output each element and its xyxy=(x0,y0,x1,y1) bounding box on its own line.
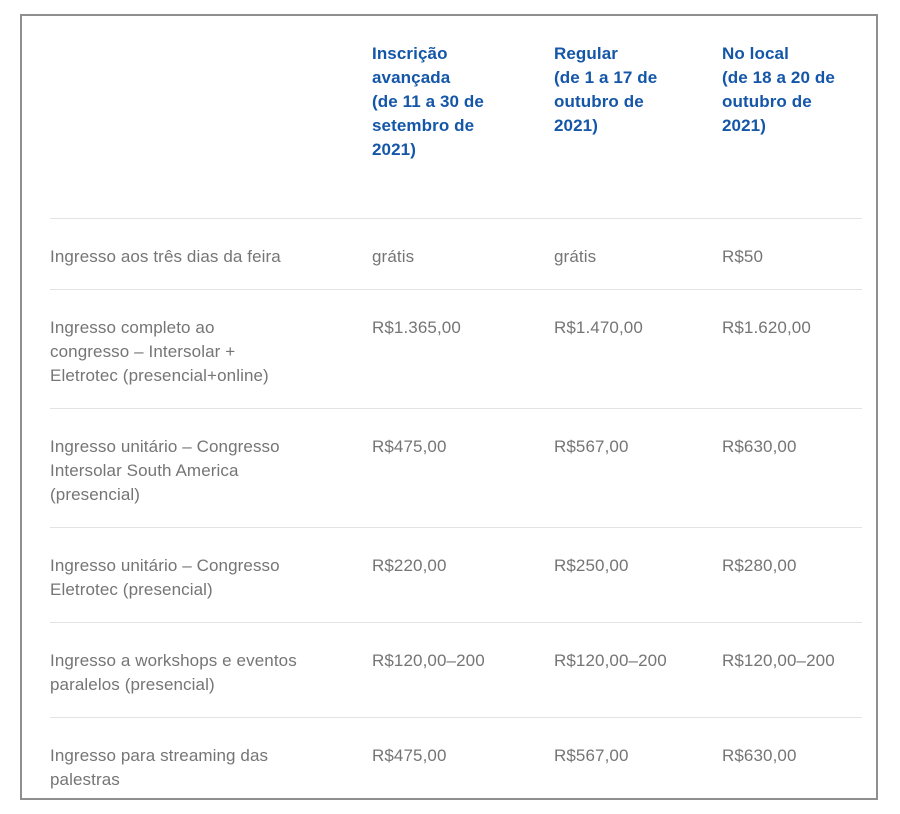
price-cell: R$1.470,00 xyxy=(554,318,643,337)
table-row: Ingresso a workshops e eventos paralelos… xyxy=(50,622,862,718)
price-cell: R$475,00 xyxy=(372,746,447,765)
table-row: Ingresso unitário – Congresso Intersolar… xyxy=(50,408,862,528)
price-cell: R$1.620,00 xyxy=(722,318,811,337)
price-cell: R$220,00 xyxy=(372,556,447,575)
row-label: Ingresso a workshops e eventos paralelos… xyxy=(50,651,297,694)
row-label: Ingresso para streaming das palestras xyxy=(50,746,269,789)
row-label: Ingresso unitário – Congresso Eletrotec … xyxy=(50,556,280,599)
price-cell: R$567,00 xyxy=(554,746,629,765)
column-header-regular: Regular (de 1 a 17 de outubro de 2021) xyxy=(554,44,658,135)
price-cell: R$630,00 xyxy=(722,746,797,765)
price-cell: R$567,00 xyxy=(554,437,629,456)
price-cell: R$630,00 xyxy=(722,437,797,456)
table-row: Ingresso aos três dias da feira grátis g… xyxy=(50,218,862,290)
row-label: Ingresso aos três dias da feira xyxy=(50,247,281,266)
table-row: Ingresso unitário – Congresso Eletrotec … xyxy=(50,527,862,623)
price-cell: R$250,00 xyxy=(554,556,629,575)
row-label: Ingresso unitário – Congresso Intersolar… xyxy=(50,437,280,504)
price-cell: grátis xyxy=(554,247,597,266)
header-row: Inscrição avançada (de 11 a 30 de setemb… xyxy=(50,16,862,219)
price-cell: R$475,00 xyxy=(372,437,447,456)
price-cell: R$50 xyxy=(722,247,764,266)
price-cell: R$120,00–200 xyxy=(372,651,485,670)
price-cell: R$120,00–200 xyxy=(554,651,667,670)
row-label: Ingresso completo ao congresso – Interso… xyxy=(50,318,269,385)
table-row: Ingresso completo ao congresso – Interso… xyxy=(50,289,862,409)
price-cell: grátis xyxy=(372,247,415,266)
price-cell: R$280,00 xyxy=(722,556,797,575)
price-cell: R$1.365,00 xyxy=(372,318,461,337)
price-cell: R$120,00–200 xyxy=(722,651,835,670)
table-row: Ingresso para streaming das palestras R$… xyxy=(50,717,862,799)
column-header-inscricao-avancada: Inscrição avançada (de 11 a 30 de setemb… xyxy=(372,44,484,159)
pricing-table-panel: Inscrição avançada (de 11 a 30 de setemb… xyxy=(20,14,878,800)
pricing-table: Inscrição avançada (de 11 a 30 de setemb… xyxy=(50,16,862,799)
column-header-no-local: No local (de 18 a 20 de outubro de 2021) xyxy=(722,44,835,135)
column-header-empty xyxy=(50,16,372,219)
